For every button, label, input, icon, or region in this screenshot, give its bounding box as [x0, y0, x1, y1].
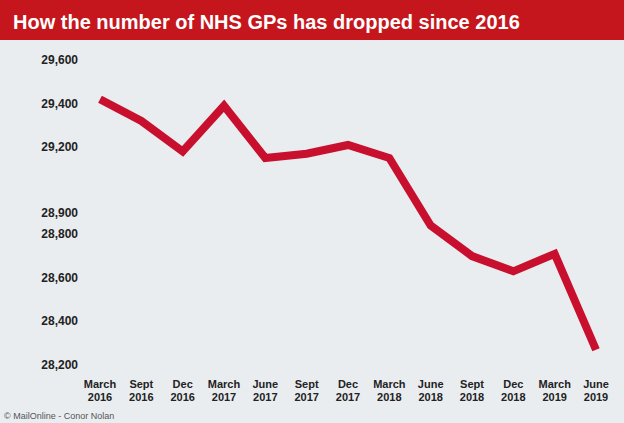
- svg-text:Dec: Dec: [338, 378, 358, 390]
- svg-text:2018: 2018: [501, 391, 525, 403]
- svg-text:Dec: Dec: [503, 378, 523, 390]
- svg-text:2016: 2016: [129, 391, 153, 403]
- svg-text:2019: 2019: [584, 391, 608, 403]
- svg-text:June: June: [583, 378, 609, 390]
- svg-text:28,600: 28,600: [41, 271, 78, 285]
- svg-text:2017: 2017: [253, 391, 277, 403]
- svg-text:2017: 2017: [336, 391, 360, 403]
- svg-text:2016: 2016: [88, 391, 112, 403]
- svg-text:2018: 2018: [377, 391, 401, 403]
- svg-text:© MailOnline - Conor Nolan: © MailOnline - Conor Nolan: [4, 411, 114, 421]
- svg-text:28,200: 28,200: [41, 358, 78, 372]
- svg-text:Dec: Dec: [173, 378, 193, 390]
- svg-text:How the number of NHS GPs has: How the number of NHS GPs has dropped si…: [13, 11, 520, 33]
- svg-text:28,800: 28,800: [41, 227, 78, 241]
- svg-text:Sept: Sept: [295, 378, 319, 390]
- svg-text:June: June: [252, 378, 278, 390]
- svg-text:2016: 2016: [170, 391, 194, 403]
- svg-text:June: June: [418, 378, 444, 390]
- svg-text:March: March: [373, 378, 406, 390]
- svg-text:Sept: Sept: [129, 378, 153, 390]
- svg-text:Sept: Sept: [460, 378, 484, 390]
- svg-text:2017: 2017: [212, 391, 236, 403]
- svg-text:March: March: [208, 378, 241, 390]
- svg-text:2019: 2019: [542, 391, 566, 403]
- svg-text:29,400: 29,400: [41, 97, 78, 111]
- svg-text:2018: 2018: [460, 391, 484, 403]
- svg-text:2017: 2017: [294, 391, 318, 403]
- svg-text:28,400: 28,400: [41, 314, 78, 328]
- svg-text:29,600: 29,600: [41, 53, 78, 67]
- svg-text:March: March: [84, 378, 117, 390]
- svg-text:29,200: 29,200: [41, 140, 78, 154]
- svg-text:2018: 2018: [418, 391, 442, 403]
- svg-text:28,900: 28,900: [41, 206, 78, 220]
- svg-text:March: March: [538, 378, 571, 390]
